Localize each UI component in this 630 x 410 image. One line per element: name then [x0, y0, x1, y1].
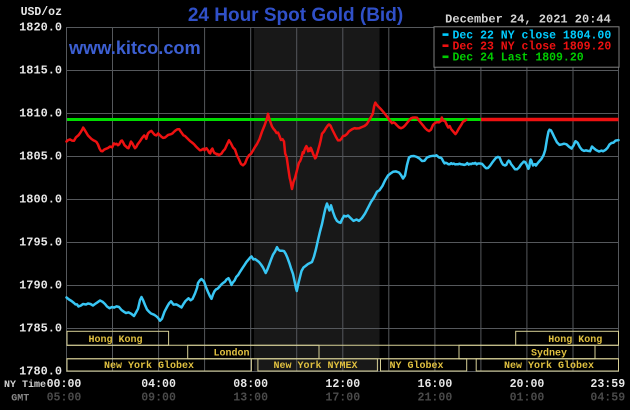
svg-text:Sydney: Sydney: [531, 348, 567, 360]
svg-text:London: London: [213, 348, 249, 360]
svg-text:08:00: 08:00: [233, 378, 268, 391]
svg-text:December 24, 2021 20:44: December 24, 2021 20:44: [445, 12, 611, 26]
svg-text:Dec 24 Last 1809.20: Dec 24 Last 1809.20: [453, 52, 584, 65]
svg-text:1805.0: 1805.0: [19, 150, 62, 164]
svg-text:13:00: 13:00: [233, 392, 268, 405]
svg-text:04:00: 04:00: [141, 378, 176, 391]
svg-text:05:00: 05:00: [47, 392, 82, 405]
svg-text:04:59: 04:59: [590, 392, 625, 405]
svg-text:GMT: GMT: [11, 394, 29, 405]
svg-text:17:00: 17:00: [325, 392, 360, 405]
svg-text:Dec 23 NY close 1809.20: Dec 23 NY close 1809.20: [453, 41, 612, 54]
svg-text:USD/oz: USD/oz: [21, 6, 63, 19]
svg-text:12:00: 12:00: [325, 378, 360, 391]
svg-text:Hong Kong: Hong Kong: [548, 335, 602, 346]
svg-text:1790.0: 1790.0: [19, 279, 62, 293]
svg-text:1780.0: 1780.0: [19, 365, 62, 379]
svg-text:www.kitco.com: www.kitco.com: [68, 38, 201, 58]
svg-text:1800.0: 1800.0: [19, 193, 62, 207]
svg-text:00:00: 00:00: [47, 378, 82, 391]
svg-text:16:00: 16:00: [418, 378, 453, 391]
svg-text:NY Time: NY Time: [4, 379, 46, 391]
svg-text:New York Globex: New York Globex: [504, 360, 594, 372]
svg-text:1810.0: 1810.0: [19, 107, 62, 121]
svg-text:1785.0: 1785.0: [19, 322, 62, 336]
svg-text:New York Globex: New York Globex: [104, 360, 194, 372]
svg-text:NY Globex: NY Globex: [389, 360, 443, 372]
svg-text:1820.0: 1820.0: [19, 21, 62, 35]
svg-text:23:59: 23:59: [590, 378, 625, 391]
svg-text:09:00: 09:00: [141, 392, 176, 405]
svg-text:New York NYMEX: New York NYMEX: [273, 360, 357, 372]
svg-text:21:00: 21:00: [418, 392, 453, 405]
svg-text:Hong Kong: Hong Kong: [88, 335, 142, 346]
svg-text:1815.0: 1815.0: [19, 64, 62, 78]
svg-text:01:00: 01:00: [510, 392, 545, 405]
svg-text:20:00: 20:00: [510, 378, 545, 391]
svg-text:24 Hour Spot Gold (Bid): 24 Hour Spot Gold (Bid): [188, 5, 403, 26]
svg-text:1795.0: 1795.0: [19, 236, 62, 250]
svg-text:Dec 22 NY close 1804.00: Dec 22 NY close 1804.00: [453, 29, 612, 42]
